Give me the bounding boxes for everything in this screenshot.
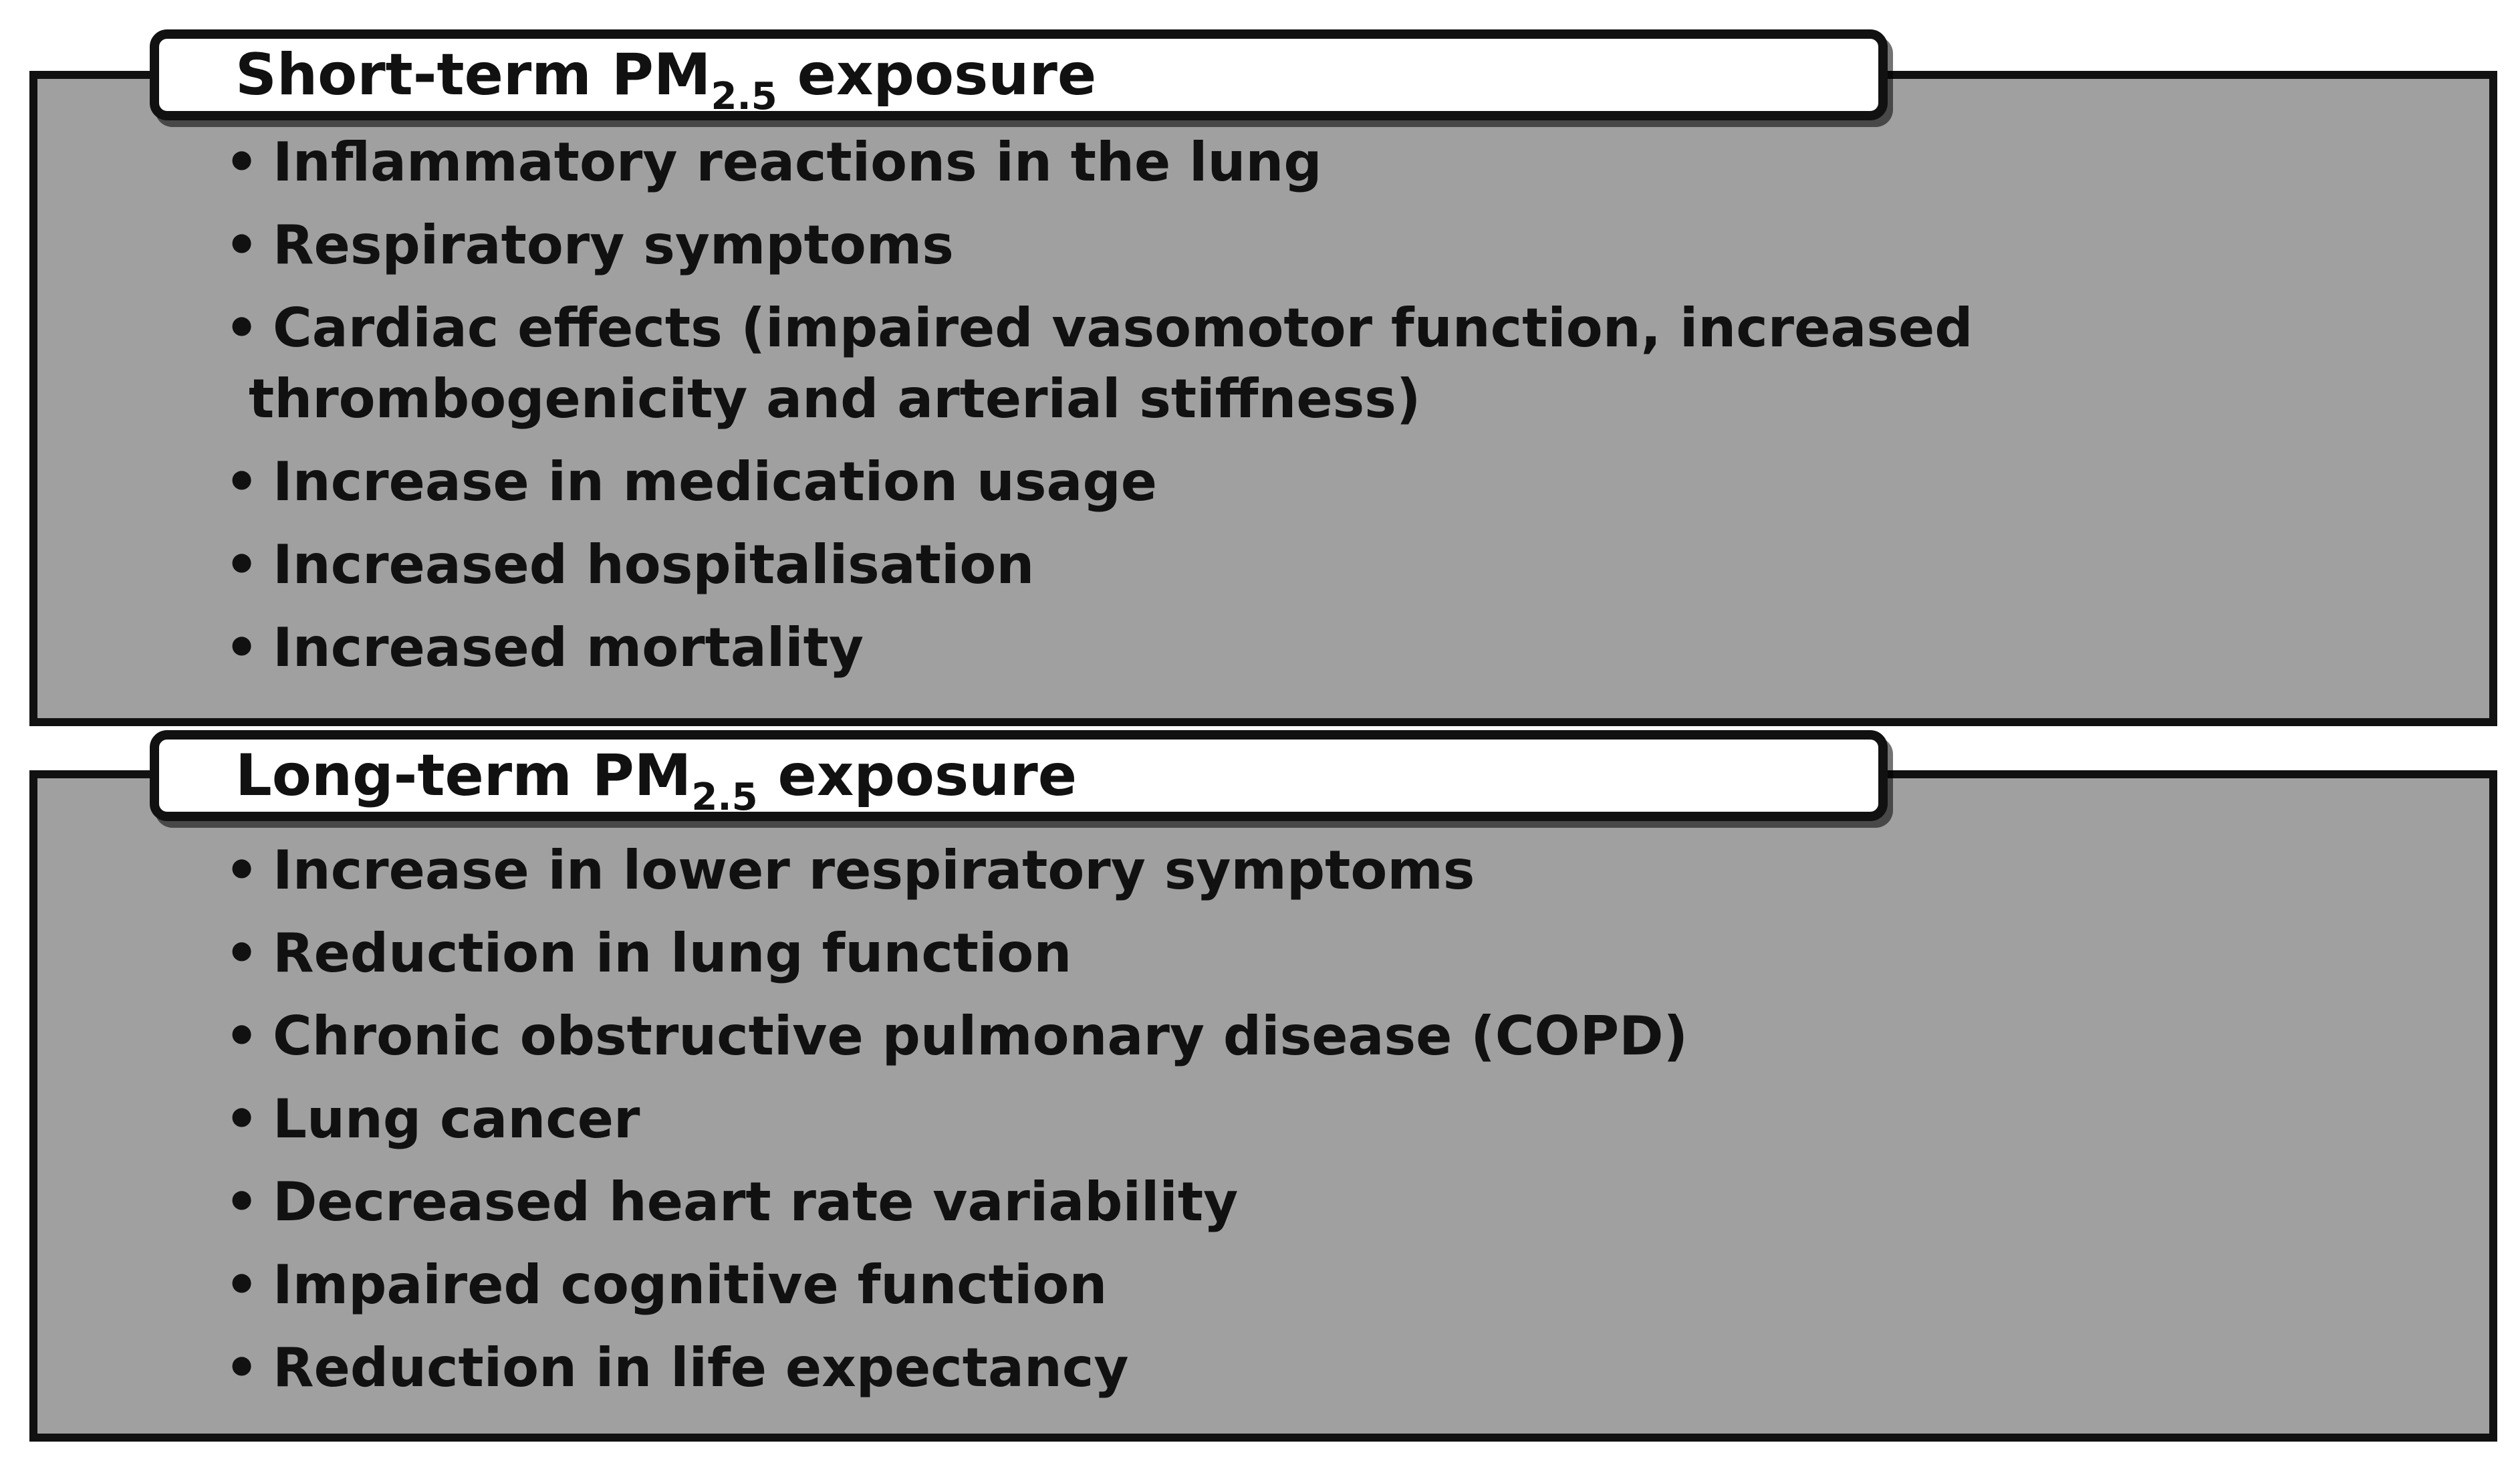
list-item-continuation: thrombogenicity and arterial stiffness): [249, 368, 1421, 430]
bullet-icon: •: [225, 839, 259, 901]
bullet-icon: •: [225, 1005, 259, 1067]
long-term-title-box: Long-term PM2.5 exposure: [150, 730, 1888, 821]
list-item: • Cardiac effects (impaired vasomotor fun…: [225, 293, 1973, 435]
list-item: • Reduction in life expectancy: [225, 1327, 1688, 1410]
bullet-icon: •: [225, 616, 259, 679]
list-item: • Reduction in lung function: [225, 912, 1688, 995]
list-item: • Increased mortality: [225, 612, 1973, 683]
bullet-icon: •: [225, 1337, 259, 1399]
bullet-icon: •: [225, 451, 259, 513]
bullet-icon: •: [225, 1088, 259, 1150]
short-term-title: Short-term PM2.5 exposure: [235, 41, 1097, 118]
short-term-effects-list: • Inflammatory reactions in the lung • Res…: [225, 127, 1973, 695]
long-term-effects-list: • Increase in lower respiratory symptoms …: [225, 829, 1688, 1410]
bullet-icon: •: [225, 214, 259, 276]
short-term-title-box: Short-term PM2.5 exposure: [150, 29, 1888, 120]
list-item: • Respiratory symptoms: [225, 210, 1973, 281]
bullet-icon: •: [225, 297, 259, 359]
bullet-icon: •: [225, 1254, 259, 1316]
long-term-title: Long-term PM2.5 exposure: [235, 742, 1078, 819]
long-term-title-subscript: 2.5: [691, 776, 758, 819]
short-term-panel: [29, 71, 2497, 726]
list-item: • Increase in medication usage: [225, 447, 1973, 518]
list-item: • Chronic obstructive pulmonary disease (…: [225, 995, 1688, 1078]
list-item: • Lung cancer: [225, 1078, 1688, 1161]
list-item: • Decreased heart rate variability: [225, 1161, 1688, 1244]
list-item: • Increased hospitalisation: [225, 530, 1973, 600]
bullet-icon: •: [225, 534, 259, 596]
short-term-title-subscript: 2.5: [711, 75, 777, 118]
list-item: • Impaired cognitive function: [225, 1244, 1688, 1327]
list-item: • Increase in lower respiratory symptoms: [225, 829, 1688, 912]
bullet-icon: •: [225, 131, 259, 193]
bullet-icon: •: [225, 922, 259, 984]
bullet-icon: •: [225, 1171, 259, 1233]
list-item: • Inflammatory reactions in the lung: [225, 127, 1973, 198]
